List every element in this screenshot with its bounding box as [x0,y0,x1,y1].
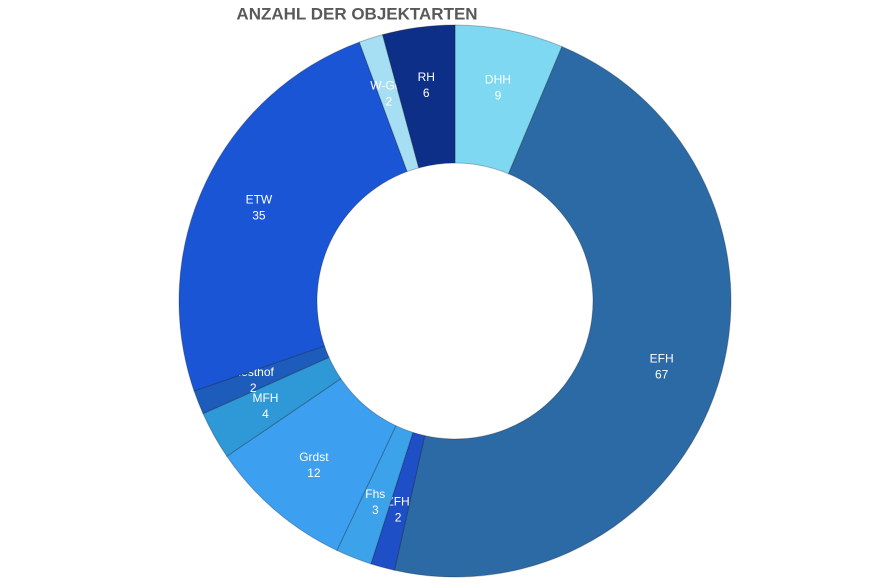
value-label: 2 [250,381,257,395]
slice-label: DHH [485,72,511,86]
donut-slice [381,24,456,169]
value-label: 2 [395,511,402,525]
value-label: 3 [372,503,379,517]
value-label: 35 [252,208,266,222]
slice-label: MFH [252,391,278,405]
donut-slice [393,45,732,578]
slice-label: Fhs [365,487,385,501]
value-label: 6 [423,86,430,100]
slice-label: ZFH [386,495,409,509]
donut-slice [202,356,342,457]
value-label: 12 [307,466,321,480]
value-label: 9 [495,88,502,102]
value-label: 4 [262,407,269,421]
chart-title: ANZAHL DER OBJEKTARTEN [236,4,477,23]
donut-slice [178,41,408,392]
donut-slice [358,34,420,173]
donut-slice [454,24,563,175]
value-label: 2 [386,94,393,108]
slice-label: ETW [246,192,273,206]
donut-slice [370,431,426,571]
slice-label: EFH [650,351,674,365]
slice-label: Grdst [299,450,329,464]
value-label: 67 [655,367,669,381]
donut-slice [226,377,397,552]
slice-label: RH [418,70,435,84]
